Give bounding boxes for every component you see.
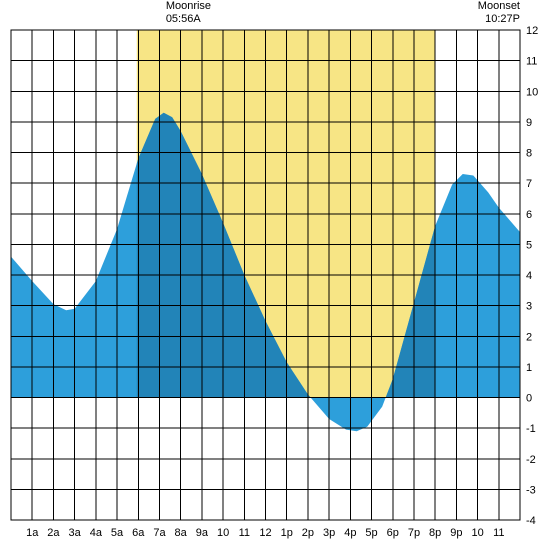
moonset-title: Moonset [478,0,520,13]
x-tick: 2a [47,527,60,539]
y-tick: 5 [526,239,532,251]
x-tick: 12 [259,527,271,539]
y-tick: 4 [526,270,532,282]
x-tick: 9a [196,527,209,539]
chart-svg: -4-3-2-101234567891011121a2a3a4a5a6a7a8a… [0,0,550,550]
x-tick: 1p [281,527,293,539]
y-tick: -3 [526,484,536,496]
x-tick: 5p [365,527,377,539]
y-tick: 8 [526,148,532,160]
x-tick: 3a [69,527,82,539]
y-tick: 7 [526,178,532,190]
y-tick: 6 [526,209,532,221]
x-tick: 5a [111,527,124,539]
y-tick: -4 [526,515,536,527]
y-tick: 3 [526,301,532,313]
x-tick: 3p [323,527,335,539]
x-tick: 4a [90,527,103,539]
x-tick: 11 [239,527,250,539]
x-tick: 2p [302,527,314,539]
x-tick: 11 [493,527,504,539]
moonrise-label: Moonrise 05:56A [166,0,211,26]
grid [11,30,520,520]
x-tick: 6p [387,527,399,539]
x-tick: 6a [132,527,145,539]
moonrise-title: Moonrise [166,0,211,13]
tide-chart: Moonrise 05:56A Moonset 10:27P -4 -3 -2 -1 0… [0,0,550,550]
x-tick: 4p [344,527,356,539]
y-tick: 2 [526,331,532,343]
x-tick: 8a [175,527,188,539]
x-tick: 7a [153,527,166,539]
y-tick: 0 [526,393,532,405]
y-tick: 9 [526,117,532,129]
x-tick: 10 [217,527,229,539]
moonrise-time: 05:56A [166,13,211,26]
x-tick: 7p [408,527,420,539]
x-tick: 10 [471,527,483,539]
y-tick: 1 [526,362,532,374]
y-tick: -1 [526,423,536,435]
y-tick: 10 [526,86,538,98]
x-tick: 1a [26,527,39,539]
moonset-label: Moonset 10:27P [478,0,520,26]
y-tick: 12 [526,25,538,37]
y-tick: 11 [526,56,537,68]
x-tick: 8p [429,527,441,539]
y-tick: -2 [526,454,536,466]
x-tick: 9p [450,527,462,539]
moonset-time: 10:27P [478,13,520,26]
